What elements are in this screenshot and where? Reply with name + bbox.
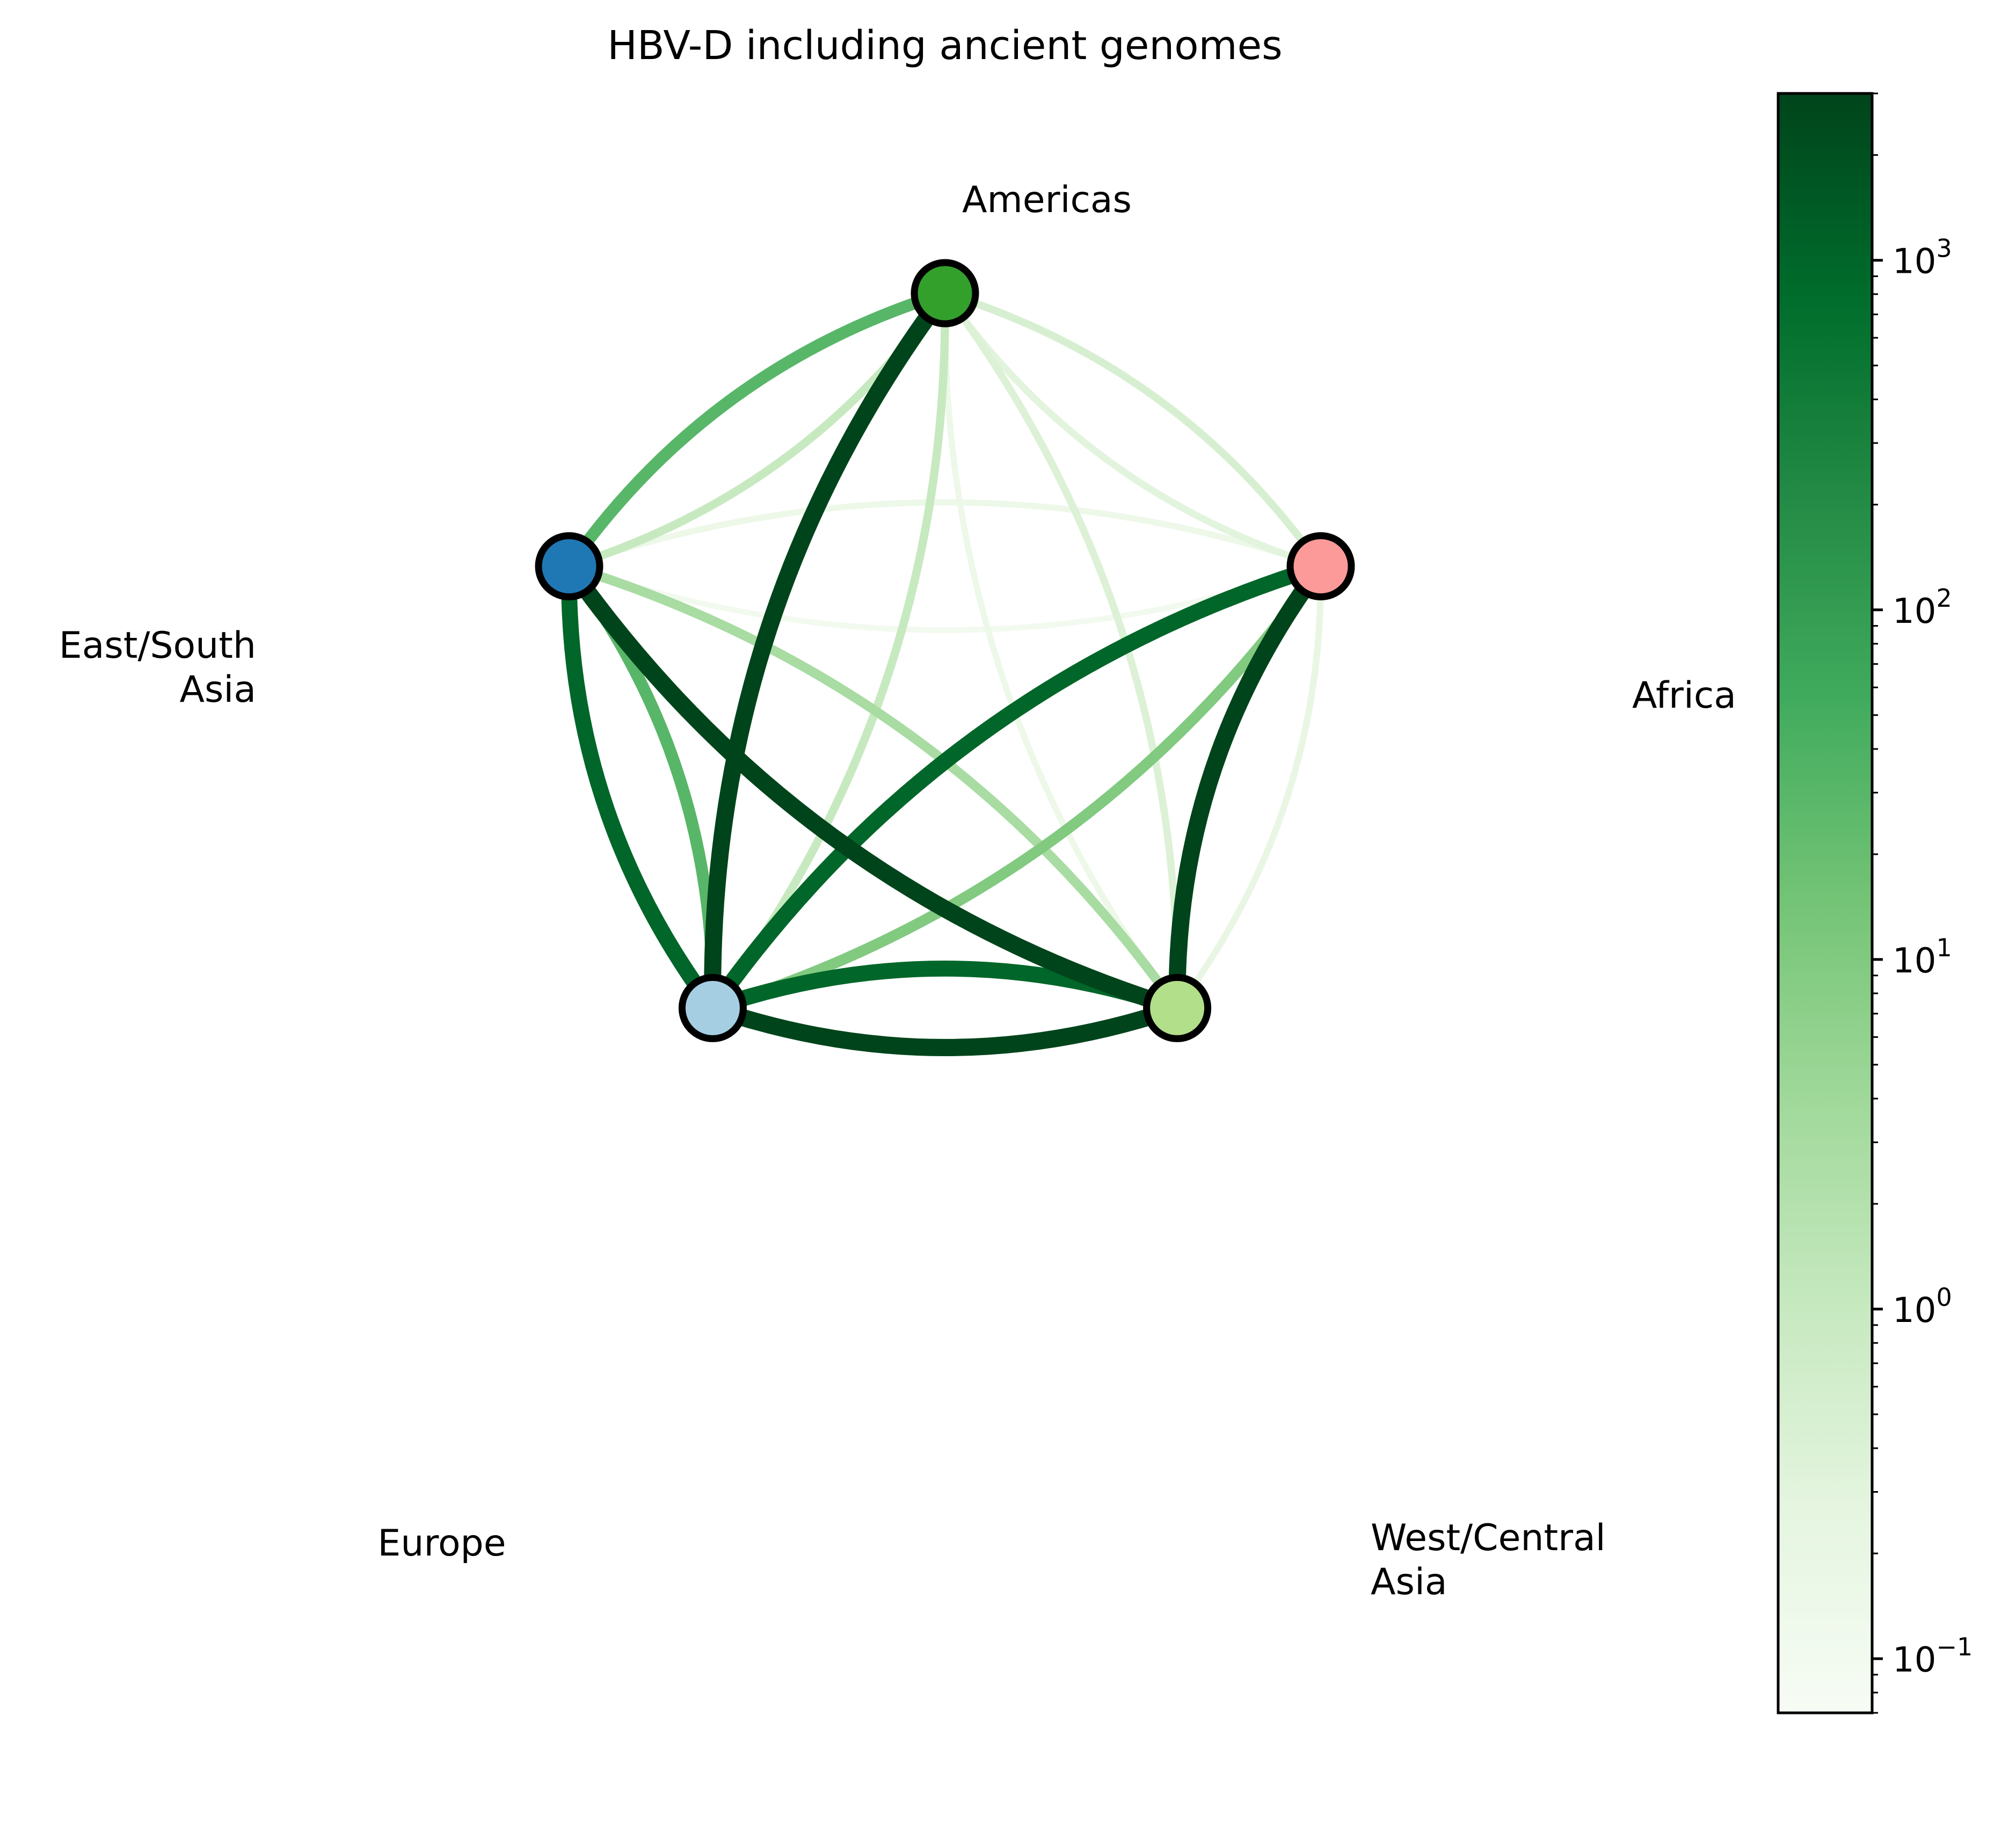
colorbar-ticks: 10−1 100 101 102 103 — [1872, 92, 1973, 1714]
edge-americas-to-africa — [942, 291, 1322, 570]
node-label-layer: Americas Africa West/Central Asia Europe East… — [59, 179, 1736, 1603]
edge-europe-to-east_south_asia — [564, 562, 719, 1008]
colorbar-tick-label: 101 — [1893, 933, 1952, 981]
edge-africa-to-west_central_asia — [1168, 561, 1328, 1008]
node-label-americas: Americas — [962, 179, 1132, 221]
colorbar-tick-label: 102 — [1893, 584, 1952, 631]
node-europe — [678, 973, 747, 1042]
edge-europe-to-americas — [709, 293, 949, 1011]
edge-americas-to-europe — [704, 288, 952, 1008]
colorbar-tick-label: 10−1 — [1893, 1632, 1973, 1680]
node-label-west_central_asia: West/Central Asia — [1371, 1517, 1606, 1603]
edge-west_central_asia-to-americas — [942, 290, 1181, 1008]
edge-europe-to-west_central_asia — [710, 1000, 1180, 1056]
edge-africa-to-europe — [706, 558, 1323, 1013]
figure-title: HBV-D including ancient genomes — [607, 23, 1282, 69]
edge-layer — [561, 287, 1328, 1056]
edge-africa-to-americas — [943, 289, 1324, 569]
colorbar: 10−1 100 101 102 103 — [1777, 92, 1973, 1714]
edge-east_south_asia-to-americas — [567, 290, 949, 571]
node-layer — [535, 259, 1355, 1042]
edge-west_central_asia-to-east_south_asia — [567, 562, 1181, 1011]
node-east_south_asia — [535, 532, 603, 601]
edge-east_south_asia-to-europe — [561, 566, 719, 1013]
edge-west_central_asia-to-africa — [1174, 566, 1324, 1011]
colorbar-tick-label: 103 — [1893, 234, 1952, 282]
node-africa — [1286, 532, 1355, 601]
colorbar-gradient — [1777, 92, 1874, 1714]
node-americas — [911, 259, 979, 328]
node-label-africa: Africa — [1632, 674, 1736, 717]
edge-europe-to-africa — [711, 563, 1326, 1014]
node-west_central_asia — [1143, 973, 1212, 1042]
edge-americas-to-east_south_asia — [564, 287, 947, 570]
node-label-east_south_asia: East/South Asia — [59, 624, 256, 711]
edge-africa-to-east_south_asia — [568, 499, 1322, 570]
edge-east_south_asia-to-west_central_asia — [562, 561, 1180, 1016]
colorbar-tick-label: 100 — [1893, 1283, 1952, 1331]
edge-east_south_asia-to-africa — [568, 563, 1322, 633]
node-label-europe: Europe — [377, 1522, 506, 1565]
edge-americas-to-west_central_asia — [941, 293, 1180, 1010]
